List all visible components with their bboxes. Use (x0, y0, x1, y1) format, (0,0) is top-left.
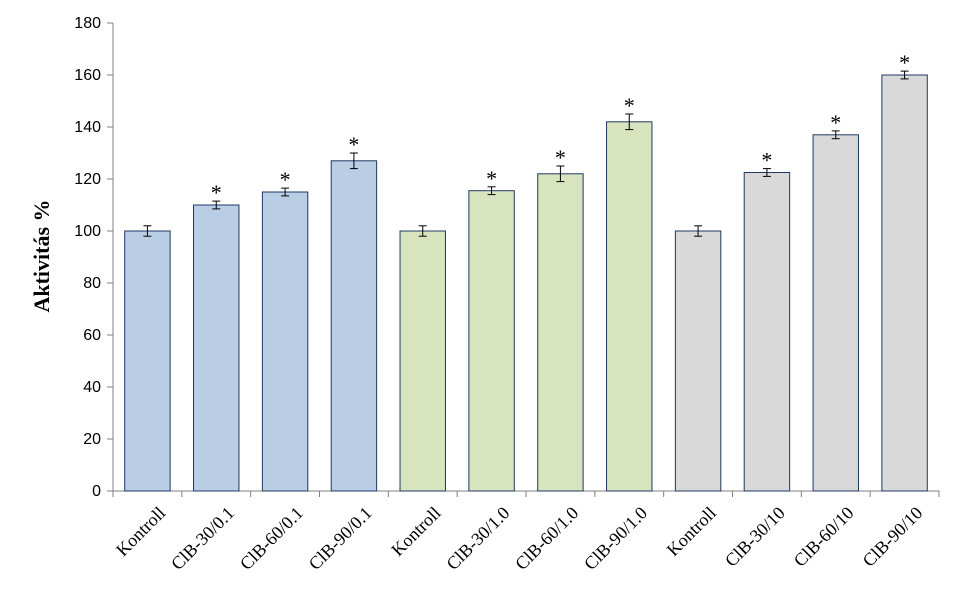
significance-marker: * (348, 132, 359, 157)
y-tick-label: 40 (83, 379, 101, 396)
x-category-label: Kontroll (112, 503, 169, 560)
y-tick-label: 180 (74, 15, 101, 32)
significance-marker: * (830, 110, 841, 135)
significance-marker: * (555, 145, 566, 170)
significance-marker: * (624, 93, 635, 118)
bar (261, 191, 309, 492)
x-category-label: ClB-60/1.0 (511, 503, 582, 574)
x-category-label: ClB-30/10 (721, 503, 789, 571)
y-tick-label: 140 (74, 119, 101, 136)
y-tick-label: 160 (74, 67, 101, 84)
x-category-label: ClB-90/10 (859, 503, 927, 571)
plot-area: 0 20 40 60 80 100 120 140 160 180 Kontroll * ClB-30/… (74, 15, 940, 574)
y-tick-label: 120 (74, 171, 101, 188)
x-category-label: Kontroll (387, 503, 444, 560)
bar (674, 230, 722, 492)
bar (330, 160, 378, 492)
bar (743, 172, 791, 492)
bar (537, 173, 584, 492)
x-category-label: ClB-30/0.1 (167, 503, 238, 574)
bar (193, 204, 240, 492)
bar (124, 230, 171, 492)
x-category-label: ClB-90/1.0 (580, 503, 651, 574)
x-category-label: ClB-90/0.1 (305, 503, 376, 574)
y-tick-label: 100 (74, 223, 101, 240)
x-category-label: Kontroll (663, 503, 720, 560)
x-category-label: ClB-30/1.0 (442, 503, 513, 574)
bar (399, 230, 446, 492)
y-axis-label: Aktivitás % (29, 199, 54, 312)
y-tick-label: 60 (83, 327, 101, 344)
bar (812, 134, 859, 492)
x-category-label: ClB-60/10 (790, 503, 858, 571)
y-tick-label: 0 (92, 483, 101, 500)
significance-marker: * (761, 148, 772, 173)
bar (881, 74, 928, 492)
significance-marker: * (280, 167, 291, 192)
x-category-label: ClB-60/0.1 (236, 503, 307, 574)
bar (606, 121, 653, 492)
significance-marker: * (899, 50, 910, 75)
y-tick-label: 20 (83, 431, 101, 448)
y-tick-label: 80 (83, 275, 101, 292)
significance-marker: * (211, 180, 222, 205)
significance-marker: * (486, 166, 497, 191)
bar (468, 190, 515, 492)
